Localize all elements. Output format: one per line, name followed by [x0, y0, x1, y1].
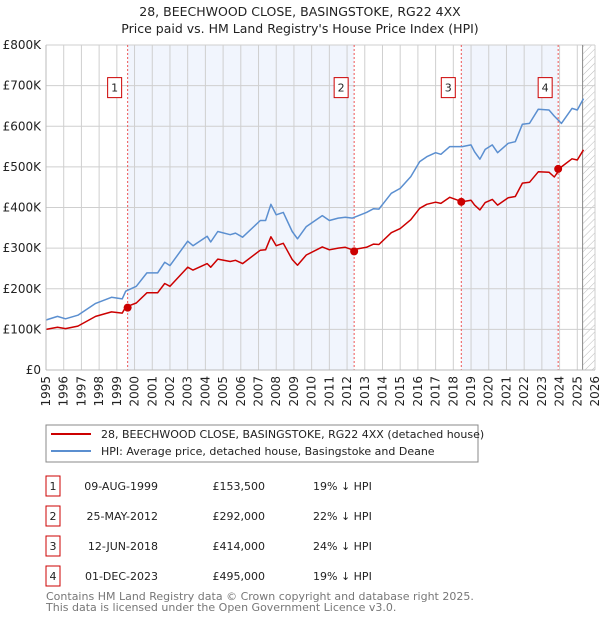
sale-label-box — [440, 77, 456, 99]
row-price: £414,000 — [213, 540, 266, 553]
sale-point — [350, 247, 359, 256]
sale-label: 3 — [445, 82, 452, 95]
row-date: 09-AUG-1999 — [84, 480, 158, 493]
x-tick-label: 2018 — [446, 376, 460, 407]
hpi-series-line — [45, 98, 585, 321]
x-tick-label: 2025 — [570, 376, 584, 407]
chart-title: 28, BEECHWOOD CLOSE, BASINGSTOKE, RG22 4… — [139, 4, 461, 19]
x-tick-label: 2008 — [269, 376, 283, 407]
x-tick-label: 2015 — [393, 376, 407, 407]
x-tick-label: 1997 — [74, 376, 88, 407]
y-tick-label: £200K — [3, 282, 43, 296]
legend: 28, BEECHWOOD CLOSE, BASINGSTOKE, RG22 4… — [45, 424, 484, 463]
x-tick-label: 1998 — [92, 376, 106, 407]
y-tick-label: £800K — [3, 38, 43, 52]
plot-area: 1995 1996 1997 1998 1999 2000 2001 2002 2003 2004… — [3, 38, 600, 407]
x-tick-label: 2004 — [198, 376, 212, 407]
row-number: 4 — [50, 570, 57, 583]
row-price: £495,000 — [213, 570, 266, 583]
x-tick-label: 2014 — [375, 376, 389, 407]
chart-subtitle: Price paid vs. HM Land Registry's House … — [121, 21, 478, 36]
x-tick-label: 2009 — [287, 376, 301, 407]
row-date: 25-MAY-2012 — [86, 510, 158, 523]
x-tick-label: 2005 — [216, 376, 230, 407]
row-hpi-diff: 19% ↓ HPI — [313, 570, 372, 583]
sale-label: 2 — [338, 82, 345, 95]
sales-table: 1 09-AUG-1999 £153,500 19% ↓ HPI 2 25-MA… — [45, 475, 372, 587]
table-row: 1 09-AUG-1999 £153,500 19% ↓ HPI — [45, 475, 372, 497]
sale-label-box — [107, 77, 123, 99]
x-tick-label: 2012 — [340, 376, 354, 407]
footer-copyright: Contains HM Land Registry data © Crown c… — [46, 590, 474, 603]
sale-point — [457, 197, 466, 206]
x-tick-label: 2017 — [429, 376, 443, 407]
table-row: 2 25-MAY-2012 £292,000 22% ↓ HPI — [45, 505, 372, 527]
x-tick-label: 2000 — [128, 376, 142, 407]
x-tick-label: 2024 — [553, 376, 567, 407]
y-tick-label: £600K — [3, 119, 43, 133]
x-tick-label: 2002 — [163, 376, 177, 407]
x-tick-label: 2007 — [252, 376, 266, 407]
x-tick-label: 2011 — [322, 376, 336, 407]
x-tick-label: 2023 — [535, 376, 549, 407]
row-price: £153,500 — [213, 480, 266, 493]
table-row: 4 01-DEC-2023 £495,000 19% ↓ HPI — [45, 565, 372, 587]
x-tick-label: 2016 — [411, 376, 425, 407]
x-tick-label: 1999 — [110, 376, 124, 407]
row-price: £292,000 — [213, 510, 266, 523]
y-tick-label: £700K — [3, 79, 43, 93]
row-number: 1 — [50, 480, 57, 493]
x-tick-label: 2019 — [464, 376, 478, 407]
y-tick-label: £0 — [26, 363, 41, 377]
x-tick-label: 2010 — [305, 376, 319, 407]
row-date: 01-DEC-2023 — [85, 570, 158, 583]
x-tick-label: 1995 — [39, 376, 53, 407]
row-hpi-diff: 24% ↓ HPI — [313, 540, 372, 553]
row-hpi-diff: 22% ↓ HPI — [313, 510, 372, 523]
x-tick-label: 2021 — [499, 376, 513, 407]
x-tick-label: 1996 — [57, 376, 71, 407]
x-tick-label: 2020 — [482, 376, 496, 407]
row-number: 2 — [50, 510, 57, 523]
sale-point — [554, 164, 563, 173]
y-tick-label: £400K — [3, 201, 43, 215]
property-series-line — [45, 149, 585, 331]
y-tick-label: £100K — [3, 322, 43, 336]
x-tick-label: 2006 — [234, 376, 248, 407]
legend-label-hpi: HPI: Average price, detached house, Basi… — [101, 445, 435, 458]
legend-label-property: 28, BEECHWOOD CLOSE, BASINGSTOKE, RG22 4… — [101, 428, 484, 441]
row-hpi-diff: 19% ↓ HPI — [313, 480, 372, 493]
sale-point — [123, 303, 132, 312]
sale-label: 1 — [111, 82, 118, 95]
x-tick-label: 2022 — [517, 376, 531, 407]
x-tick-label: 2013 — [358, 376, 372, 407]
x-tick-label: 2001 — [145, 376, 159, 407]
sale-label-box — [333, 77, 349, 99]
legend-box — [45, 424, 479, 463]
footer-licence: This data is licensed under the Open Gov… — [45, 601, 396, 614]
y-tick-label: £500K — [3, 160, 43, 174]
x-tick-label: 2026 — [588, 376, 600, 407]
sale-label: 4 — [542, 82, 549, 95]
table-row: 3 12-JUN-2018 £414,000 24% ↓ HPI — [45, 535, 372, 557]
sale-label-box — [537, 77, 553, 99]
x-tick-label: 2003 — [181, 376, 195, 407]
row-number: 3 — [50, 540, 57, 553]
y-tick-label: £300K — [3, 241, 43, 255]
row-date: 12-JUN-2018 — [88, 540, 158, 553]
